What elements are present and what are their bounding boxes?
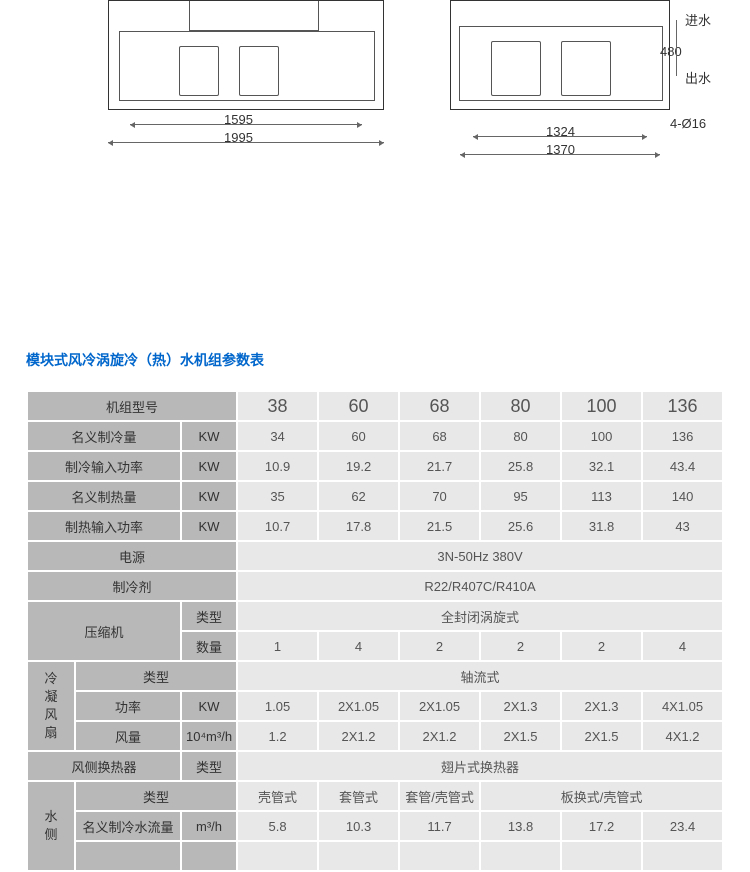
spec0-v0: 34 (238, 422, 317, 450)
diagram-area: 1595 1995 进水 480 出水 4-Ø16 1324 1370 (0, 0, 750, 180)
water-type-0: 壳管式 (238, 782, 317, 810)
fan-airflow-label: 风量 (76, 722, 180, 750)
water-type-last: 板换式/壳管式 (481, 782, 722, 810)
power-label: 电源 (28, 542, 236, 570)
spec-table: 机组型号 38 60 68 80 100 136 名义制冷量 KW 34 60 … (26, 390, 724, 872)
fan-group-label: 冷凝风扇 (28, 662, 74, 750)
fan-type-val: 轴流式 (238, 662, 722, 690)
model-2: 68 (400, 392, 479, 420)
compressor-qty-label: 数量 (182, 632, 236, 660)
label-outlet: 出水 (685, 68, 711, 87)
spec0-unit: KW (182, 422, 236, 450)
row-air-hex: 风侧换热器 类型 翅片式换热器 (28, 752, 722, 780)
fan-airflow-unit: 10⁴m³/h (182, 722, 236, 750)
power-val: 3N-50Hz 380V (238, 542, 722, 570)
water-flow-label: 名义制冷水流量 (76, 812, 180, 840)
row-models: 机组型号 38 60 68 80 100 136 (28, 392, 722, 420)
dim-1595: 1595 (224, 112, 253, 127)
water-type-1: 套管式 (319, 782, 398, 810)
row-spec-3: 制热输入功率 KW 10.7 17.8 21.5 25.6 31.8 43 (28, 512, 722, 540)
compressor-type-label: 类型 (182, 602, 236, 630)
refrigerant-label: 制冷剂 (28, 572, 236, 600)
diagram-left-unit (108, 0, 384, 110)
row-refrigerant: 制冷剂 R22/R407C/R410A (28, 572, 722, 600)
dim-480: 480 (660, 44, 682, 59)
spec0-v4: 100 (562, 422, 641, 450)
dim-1324: 1324 (546, 124, 575, 139)
water-type-label: 类型 (76, 782, 236, 810)
model-3: 80 (481, 392, 560, 420)
row-spec-0: 名义制冷量 KW 34 60 68 80 100 136 (28, 422, 722, 450)
row-water-type: 水侧 类型 壳管式 套管式 套管/壳管式 板换式/壳管式 (28, 782, 722, 810)
spec0-label: 名义制冷量 (28, 422, 180, 450)
diagram-right-unit (450, 0, 670, 110)
compressor-label: 压缩机 (28, 602, 180, 660)
spec-table-title: 模块式风冷涡旋冷（热）水机组参数表 (26, 350, 750, 370)
fan-power-unit: KW (182, 692, 236, 720)
row-spec-1: 制冷输入功率 KW 10.9 19.2 21.7 25.8 32.1 43.4 (28, 452, 722, 480)
spec1-unit: KW (182, 452, 236, 480)
fan-type-label: 类型 (76, 662, 236, 690)
dim-1370: 1370 (546, 142, 575, 157)
air-hex-type-label: 类型 (182, 752, 236, 780)
spec0-v5: 136 (643, 422, 722, 450)
model-5: 136 (643, 392, 722, 420)
water-flow-unit: m³/h (182, 812, 236, 840)
row-fan-type: 冷凝风扇 类型 轴流式 (28, 662, 722, 690)
model-1: 60 (319, 392, 398, 420)
dim-1995: 1995 (224, 130, 253, 145)
row-fan-power: 功率 KW 1.05 2X1.05 2X1.05 2X1.3 2X1.3 4X1… (28, 692, 722, 720)
model-label: 机组型号 (28, 392, 236, 420)
compressor-type-val: 全封闭涡旋式 (238, 602, 722, 630)
spec0-v2: 68 (400, 422, 479, 450)
spec0-v1: 60 (319, 422, 398, 450)
spec0-v3: 80 (481, 422, 560, 450)
air-hex-label: 风侧换热器 (28, 752, 180, 780)
label-inlet: 进水 (685, 10, 711, 29)
spec1-label: 制冷输入功率 (28, 452, 180, 480)
model-0: 38 (238, 392, 317, 420)
row-power: 电源 3N-50Hz 380V (28, 542, 722, 570)
row-water-flow: 名义制冷水流量 m³/h 5.8 10.3 11.7 13.8 17.2 23.… (28, 812, 722, 840)
row-water-next (28, 842, 722, 870)
row-compressor-type: 压缩机 类型 全封闭涡旋式 (28, 602, 722, 630)
fan-power-label: 功率 (76, 692, 180, 720)
dim-vline-480 (676, 20, 677, 76)
model-4: 100 (562, 392, 641, 420)
label-hole: 4-Ø16 (670, 116, 706, 131)
water-type-2: 套管/壳管式 (400, 782, 479, 810)
row-spec-2: 名义制热量 KW 35 62 70 95 113 140 (28, 482, 722, 510)
refrigerant-val: R22/R407C/R410A (238, 572, 722, 600)
air-hex-val: 翅片式换热器 (238, 752, 722, 780)
row-fan-airflow: 风量 10⁴m³/h 1.2 2X1.2 2X1.2 2X1.5 2X1.5 4… (28, 722, 722, 750)
